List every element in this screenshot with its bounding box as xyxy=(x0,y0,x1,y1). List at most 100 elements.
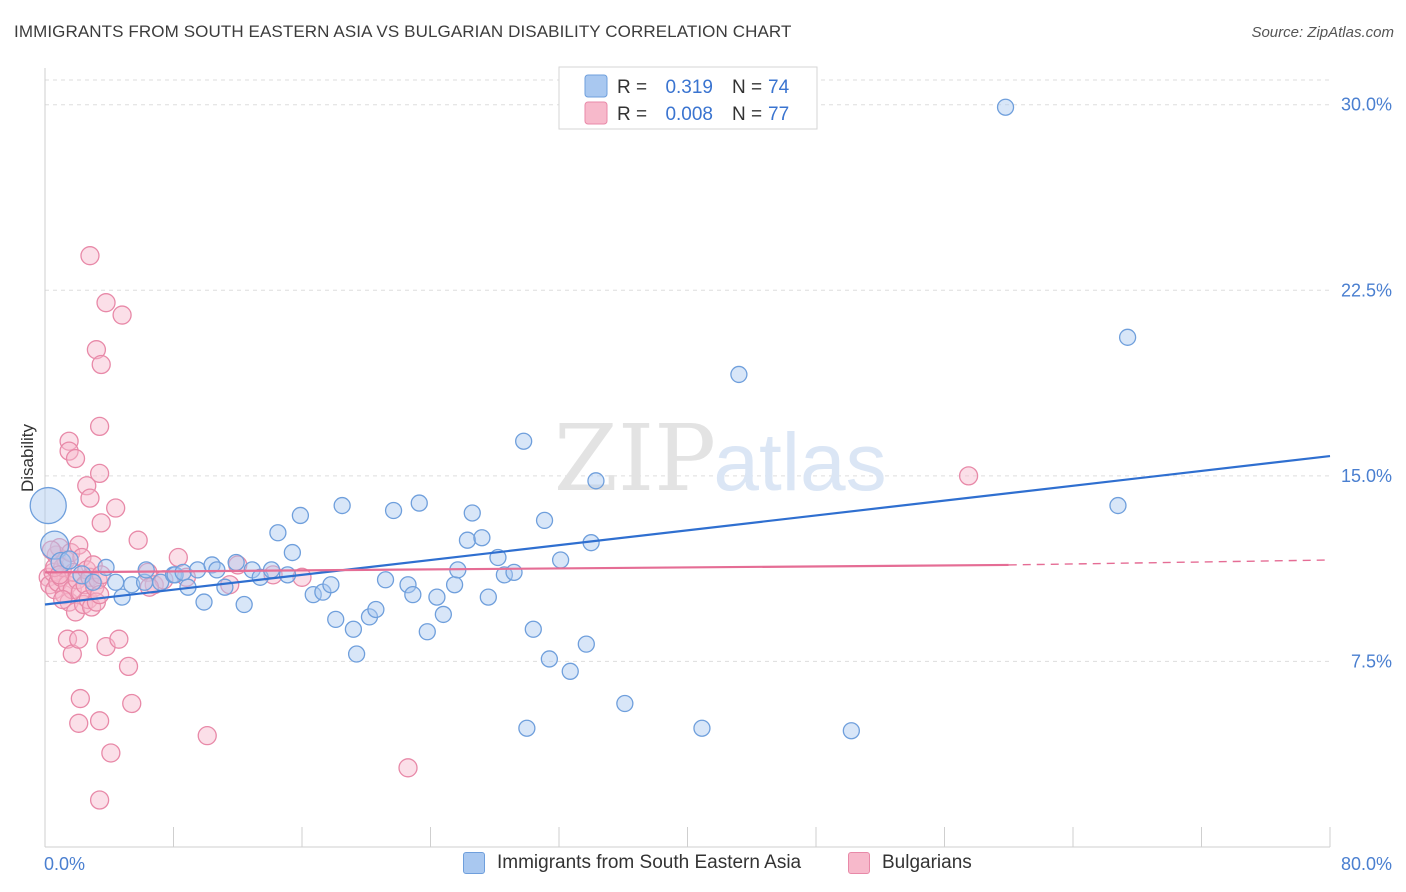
series-bulgarians xyxy=(38,246,979,810)
bulgarians-point xyxy=(59,431,79,451)
immigrants-point xyxy=(505,563,523,582)
immigrants-point xyxy=(208,561,226,579)
bulgarians-point xyxy=(197,726,217,746)
immigrants-point xyxy=(367,600,385,619)
immigrants-point xyxy=(399,576,417,594)
watermark-zip: ZIP xyxy=(554,405,716,512)
x-tick-label: 80.0% xyxy=(1341,854,1392,874)
immigrants-point xyxy=(577,635,595,653)
immigrants-point xyxy=(283,543,302,562)
immigrants-trend-line xyxy=(44,454,1331,606)
y-tick-label: 22.5% xyxy=(1341,280,1392,300)
immigrants-point xyxy=(524,620,542,638)
legend-n-label-blue: N = xyxy=(732,77,762,98)
immigrants-point xyxy=(322,576,340,594)
immigrants-point xyxy=(515,432,533,450)
bulgarians-point xyxy=(65,448,86,469)
watermark: ZIP atlas xyxy=(554,405,887,512)
bulgarians-point xyxy=(53,589,73,610)
y-tick-label: 15.0% xyxy=(1341,466,1392,486)
immigrants-point xyxy=(59,550,79,570)
y-tick-labels: 7.5% 15.0% 22.5% 30.0% xyxy=(1341,95,1392,672)
bulgarians-point xyxy=(398,758,418,778)
bulgarians-point xyxy=(59,441,79,461)
immigrants-point xyxy=(203,556,221,574)
immigrants-point xyxy=(587,472,605,490)
immigrants-point xyxy=(1109,496,1127,515)
immigrants-point xyxy=(333,496,351,515)
x-tick-label: 0.0% xyxy=(44,854,85,874)
bulgarians-point xyxy=(89,416,110,437)
y-tick-label: 7.5% xyxy=(1351,651,1392,671)
legend-r-value-blue: 0.319 xyxy=(665,77,713,98)
immigrants-point xyxy=(730,365,748,384)
immigrants-point xyxy=(418,623,436,641)
immigrants-point xyxy=(479,588,497,606)
immigrants-point xyxy=(842,722,860,740)
bulgarians-point xyxy=(80,246,100,266)
axes xyxy=(44,68,1331,848)
bulgarians-point xyxy=(70,688,90,709)
bulgarians-point xyxy=(128,530,148,550)
legend-r-value-pink: 0.008 xyxy=(665,104,713,125)
bulgarians-point xyxy=(91,354,111,375)
bulgarians-point xyxy=(89,463,110,484)
legend-n-value-pink: 77 xyxy=(768,104,789,125)
legend-r-label-blue: R = xyxy=(617,77,647,98)
immigrants-point xyxy=(561,662,579,680)
immigrants-point xyxy=(458,531,477,549)
bulgarians-point xyxy=(69,713,89,733)
bulgarians-point xyxy=(168,547,188,568)
immigrants-point xyxy=(445,576,464,594)
bulgarians-point xyxy=(57,629,78,649)
bulgarians-point xyxy=(122,693,142,714)
legend-item-immigrants: Immigrants from South Eastern Asia xyxy=(463,852,801,874)
legend-swatch-pink xyxy=(584,101,608,125)
x-tick-labels: 0.0% 80.0% xyxy=(44,854,1392,874)
immigrants-point xyxy=(269,524,287,542)
bulgarians-point xyxy=(69,629,89,649)
immigrants-point xyxy=(195,593,213,611)
immigrants-point xyxy=(235,595,253,614)
immigrants-point xyxy=(216,578,234,596)
immigrants-point xyxy=(227,553,245,572)
bulgarians-trend-extension xyxy=(1008,559,1331,566)
immigrants-point xyxy=(535,511,554,530)
legend-n-value-blue: 74 xyxy=(768,77,790,98)
series-legend: Immigrants from South Eastern Asia Bulga… xyxy=(0,850,1406,880)
bulgarians-point xyxy=(86,340,107,360)
immigrants-point xyxy=(137,561,155,579)
immigrants-point xyxy=(188,561,207,579)
immigrants-point xyxy=(540,650,559,668)
immigrants-point xyxy=(428,588,446,606)
legend-swatch-bulgarians xyxy=(848,852,870,874)
legend-n-label-pink: N = xyxy=(732,104,762,125)
bulgarians-point xyxy=(96,293,116,313)
immigrants-point xyxy=(404,585,422,604)
bulgarians-point xyxy=(109,629,129,649)
source-label: Source: ZipAtlas.com xyxy=(1251,24,1394,41)
bulgarians-point xyxy=(958,466,979,486)
series-immigrants-se-asia xyxy=(29,98,1137,740)
immigrants-point xyxy=(107,573,125,591)
bulgarians-point xyxy=(118,656,139,677)
correlation-legend: R = 0.319 N = 74 R = 0.008 N = 77 xyxy=(558,66,818,130)
bulgarians-point xyxy=(106,498,126,518)
bulgarians-point xyxy=(101,743,121,763)
bulgarians-point xyxy=(89,790,110,810)
immigrants-point xyxy=(29,486,67,525)
bulgarians-point xyxy=(91,513,111,533)
immigrants-point xyxy=(551,551,570,569)
watermark-atlas: atlas xyxy=(713,417,886,508)
immigrants-point xyxy=(344,620,363,638)
immigrants-point xyxy=(463,504,481,522)
trend-lines xyxy=(44,454,1331,606)
bulgarians-point xyxy=(77,476,97,496)
legend-label-immigrants: Immigrants from South Eastern Asia xyxy=(497,852,802,873)
bulgarians-point xyxy=(112,305,132,325)
immigrants-point xyxy=(410,494,428,512)
immigrants-point xyxy=(376,571,395,589)
legend-r-label-pink: R = xyxy=(617,104,647,125)
legend-label-bulgarians: Bulgarians xyxy=(882,852,972,873)
legend-item-bulgarians: Bulgarians xyxy=(848,852,972,874)
